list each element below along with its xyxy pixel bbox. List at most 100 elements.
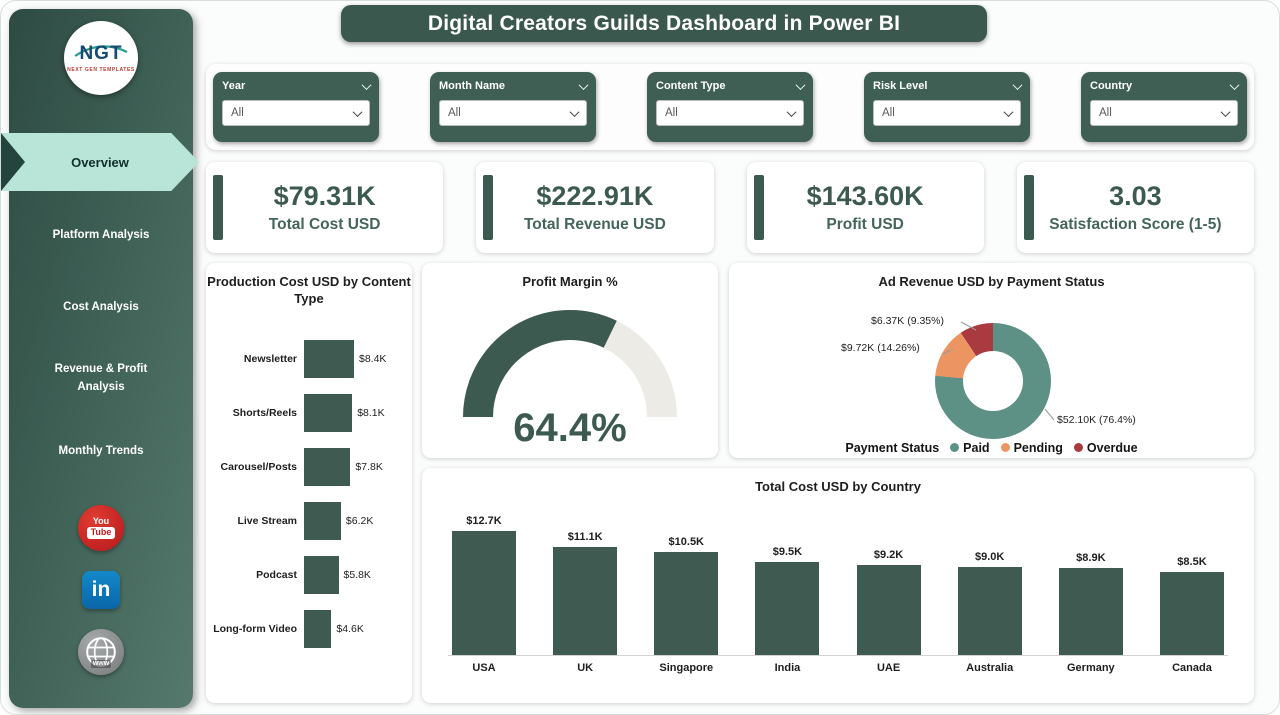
profit-margin-gauge: Profit Margin % 64.4%	[422, 263, 718, 458]
legend-item-paid[interactable]: Paid	[950, 441, 990, 455]
chevron-down-icon[interactable]	[786, 106, 797, 117]
bar-podcast[interactable]	[304, 555, 339, 594]
column-singapore[interactable]: $10.5K	[650, 536, 722, 655]
legend-title: Payment Status	[845, 440, 940, 455]
column-category-axis: USA UK Singapore India UAE Australia Germany Ca…	[448, 662, 1228, 674]
sidebar-item-overview[interactable]: Overview	[1, 133, 199, 191]
chevron-down-icon[interactable]	[1012, 79, 1023, 90]
kpi-accent-bar	[483, 175, 494, 240]
slicer-header: Month Name	[439, 79, 589, 92]
column-value-label: $10.5K	[668, 536, 705, 549]
slicer-dropdown[interactable]: All	[873, 100, 1021, 126]
slicer-dropdown[interactable]: All	[439, 100, 587, 126]
bar-carousel-posts[interactable]	[304, 447, 351, 486]
column-india[interactable]: $9.5K	[751, 546, 823, 655]
bar-value-label: $8.4K	[359, 352, 387, 365]
chevron-down-icon[interactable]	[361, 79, 372, 90]
bar-newsletter[interactable]	[304, 339, 354, 378]
column-category-label: Canada	[1172, 661, 1212, 674]
bar-category-label: Long-form Video	[213, 622, 297, 635]
bar-category-label: Newsletter	[243, 352, 297, 365]
chevron-down-icon[interactable]	[569, 106, 580, 117]
donut-chart[interactable]	[935, 322, 1051, 439]
bar-category-label: Shorts/Reels	[232, 406, 297, 419]
slicer-value: All	[231, 107, 244, 119]
legend-item-overdue[interactable]: Overdue	[1073, 441, 1138, 455]
column-germany[interactable]: $8.9K	[1055, 552, 1127, 655]
slicer-header: Year	[222, 79, 372, 92]
hbar-row: Shorts/Reels $8.1K	[206, 386, 412, 440]
chevron-down-icon[interactable]	[1003, 106, 1014, 117]
kpi-card-total-cost: $79.31K Total Cost USD	[206, 162, 444, 253]
column-uk[interactable]: $11.1K	[549, 531, 621, 655]
slicer-dropdown[interactable]: All	[1090, 100, 1238, 126]
youtube-icon[interactable]: You Tube	[78, 505, 124, 551]
column-value-label: $8.5K	[1177, 555, 1207, 568]
sidebar-item-platform-analysis[interactable]: Platform Analysis	[52, 229, 150, 241]
column-value-label: $11.1K	[567, 530, 603, 543]
kpi-label: Total Revenue USD	[523, 216, 666, 233]
linkedin-icon-text: in	[91, 578, 111, 601]
column-value-label: $9.5K	[772, 546, 803, 559]
bar-long-form-video[interactable]	[304, 609, 332, 648]
kpi-row: $79.31K Total Cost USD $222.91K Total Re…	[206, 162, 1254, 253]
column-bar[interactable]	[654, 552, 719, 655]
chevron-down-icon[interactable]	[1229, 79, 1240, 90]
bar-category-label: Podcast	[256, 568, 297, 581]
slicer-country: Country All	[1081, 72, 1247, 142]
column-canada[interactable]: $8.5K	[1156, 556, 1228, 655]
donut-legend: Payment Status Paid Pending Overdue	[729, 441, 1254, 455]
column-category-label: USA	[472, 661, 496, 674]
gauge-arc	[463, 309, 677, 418]
bar-live-stream[interactable]	[304, 501, 341, 540]
kpi-card-profit: $143.60K Profit USD	[746, 162, 984, 253]
sidebar-item-monthly-trends[interactable]: Monthly Trends	[58, 445, 144, 457]
chevron-down-icon[interactable]	[352, 106, 363, 117]
column-value-label: $8.9K	[1076, 552, 1106, 564]
bar-value-label: $8.1K	[357, 406, 385, 419]
column-australia[interactable]: $9.0K	[954, 551, 1026, 655]
chevron-down-icon[interactable]	[1220, 106, 1231, 117]
sidebar-item-cost-analysis[interactable]: Cost Analysis	[63, 301, 139, 313]
chevron-down-icon[interactable]	[578, 79, 589, 90]
bar-category-label: Carousel/Posts	[220, 460, 297, 473]
sidebar-item-revenue-profit-analysis[interactable]: Revenue & Profit Analysis	[54, 363, 148, 393]
column-bar[interactable]	[957, 567, 1022, 655]
slicer-dropdown[interactable]: All	[222, 100, 370, 126]
legend-item-pending[interactable]: Pending	[1000, 441, 1063, 455]
slicer-month-name: Month Name All	[430, 72, 596, 142]
legend-items: Paid Pending Overdue	[950, 441, 1138, 455]
kpi-card-total-revenue: $222.91K Total Revenue USD	[476, 162, 714, 253]
column-bar[interactable]	[452, 530, 516, 655]
youtube-icon-text: Tube	[86, 527, 116, 539]
legend-dot-icon	[1073, 443, 1083, 453]
column-bar[interactable]	[553, 546, 618, 655]
hbar-row: Carousel/Posts $7.8K	[206, 440, 412, 494]
linkedin-icon[interactable]: in	[82, 571, 120, 609]
column-bar[interactable]	[755, 562, 820, 655]
column-category-label: Germany	[1066, 661, 1115, 674]
bar-shorts-reels[interactable]	[304, 393, 353, 432]
logo-text: NGT	[79, 43, 123, 64]
bar-value-label: $5.8K	[343, 568, 371, 581]
chart-title: Ad Revenue USD by Payment Status	[878, 274, 1105, 289]
chevron-down-icon[interactable]	[795, 79, 806, 90]
kpi-value: 3.03	[1109, 181, 1162, 211]
slicer-label: Risk Level	[873, 80, 928, 92]
slicer-dropdown[interactable]: All	[656, 100, 804, 126]
column-value-label: $12.7K	[466, 514, 502, 527]
donut-plot-area: $6.37K (9.35%) $9.72K (14.26%) $52.10K (…	[729, 291, 1254, 459]
website-globe-icon[interactable]: www	[78, 629, 124, 675]
column-bar[interactable]	[856, 565, 921, 655]
sidebar-item-label: Overview	[71, 154, 129, 170]
column-uae[interactable]: $9.2K	[853, 549, 925, 655]
column-bar[interactable]	[1159, 571, 1224, 655]
slicer-content-type: Content Type All	[647, 72, 813, 142]
column-bar[interactable]	[1058, 568, 1123, 655]
hbar-row: Long-form Video $4.6K	[206, 602, 412, 656]
slicer-risk-level: Risk Level All	[864, 72, 1030, 142]
bar-category-label: Live Stream	[237, 514, 297, 527]
gauge-value: 64.4%	[513, 405, 627, 450]
column-usa[interactable]: $12.7K	[448, 515, 520, 655]
column-category-label: Singapore	[659, 661, 714, 674]
